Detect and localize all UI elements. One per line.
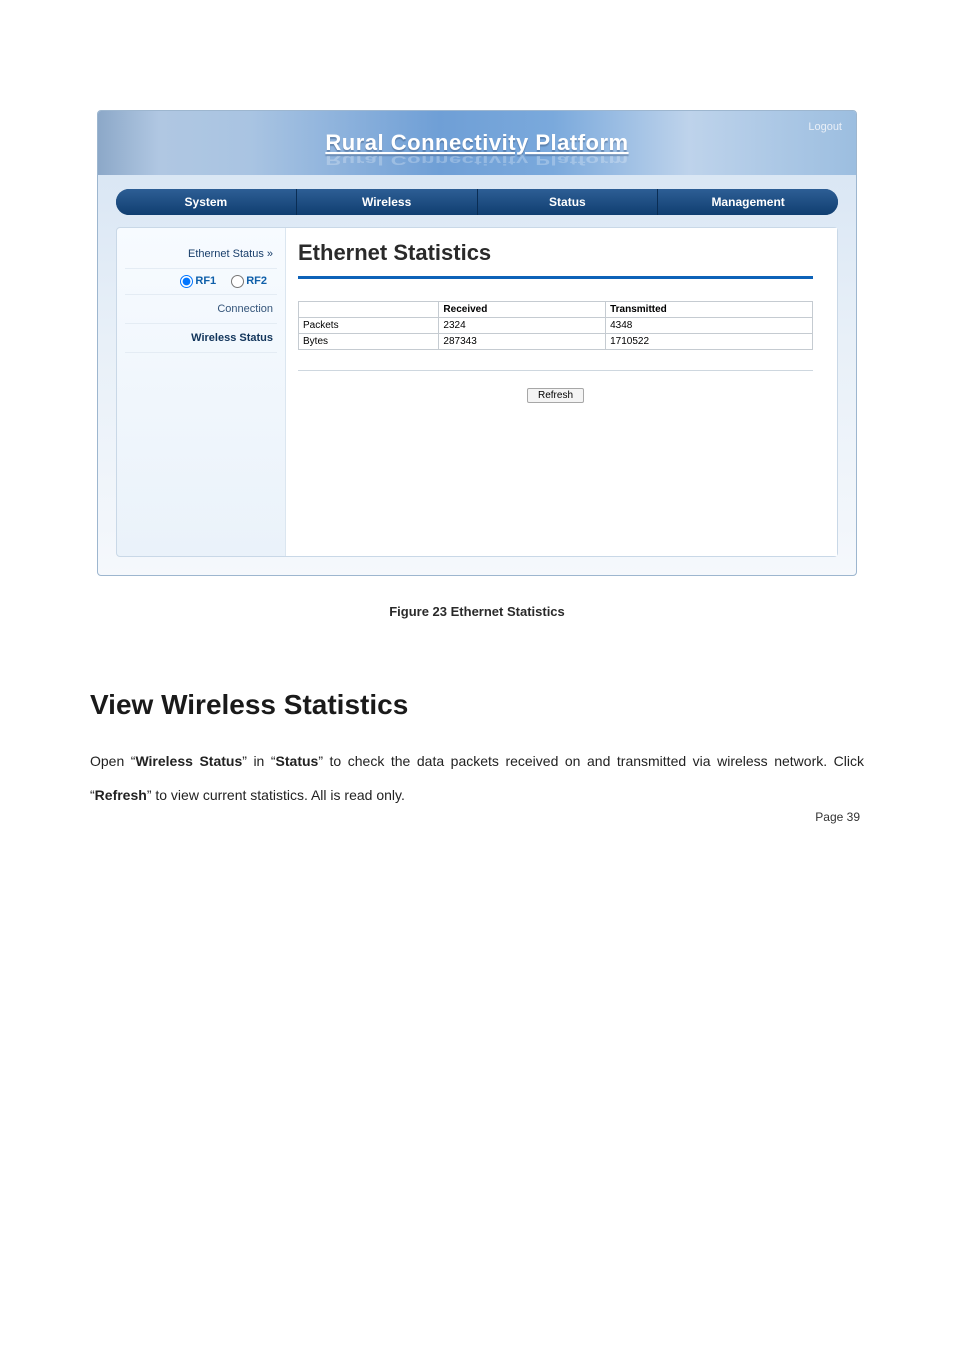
sidebar-rf-group: RF1 RF2 xyxy=(125,269,277,295)
rf1-radio[interactable] xyxy=(180,275,193,288)
body-text: Open “ xyxy=(90,753,135,769)
body-text: ” in “ xyxy=(242,753,275,769)
table-header-row: Received Transmitted xyxy=(299,302,813,318)
body-bold-status: Status xyxy=(276,753,319,769)
rf2-label: RF2 xyxy=(246,275,267,287)
sidebar-item-wireless-status[interactable]: Wireless Status xyxy=(125,324,277,353)
col-received: Received xyxy=(439,302,606,318)
row-received: 2324 xyxy=(439,318,606,334)
row-label: Bytes xyxy=(299,334,439,350)
sidebar: Ethernet Status » RF1 RF2 Connection Wir… xyxy=(117,228,285,556)
page-heading: Ethernet Statistics xyxy=(298,240,813,279)
page-number: Page 39 xyxy=(815,810,860,824)
section-heading: View Wireless Statistics xyxy=(90,689,864,721)
logout-link[interactable]: Logout xyxy=(808,121,842,133)
sidebar-item-ethernet-status[interactable]: Ethernet Status » xyxy=(125,240,277,269)
col-transmitted: Transmitted xyxy=(606,302,813,318)
body-text: ” to view current statistics. All is rea… xyxy=(147,787,405,803)
main-nav: System Wireless Status Management xyxy=(116,189,838,215)
app-title-reflection: Rural Connectivity Platform xyxy=(325,152,628,168)
row-label: Packets xyxy=(299,318,439,334)
table-row: Bytes 287343 1710522 xyxy=(299,334,813,350)
row-transmitted: 1710522 xyxy=(606,334,813,350)
row-transmitted: 4348 xyxy=(606,318,813,334)
body-paragraph: Open “Wireless Status” in “Status” to ch… xyxy=(90,745,864,812)
table-row: Packets 2324 4348 xyxy=(299,318,813,334)
body-bold-refresh: Refresh xyxy=(95,787,147,803)
content-area: Ethernet Status » RF1 RF2 Connection Wir… xyxy=(116,227,838,557)
refresh-area: Refresh xyxy=(298,370,813,403)
stats-table: Received Transmitted Packets 2324 4348 B… xyxy=(298,301,813,350)
nav-tab-management[interactable]: Management xyxy=(658,189,838,215)
nav-tab-wireless[interactable]: Wireless xyxy=(297,189,478,215)
sidebar-item-connection[interactable]: Connection xyxy=(125,295,277,324)
body-bold-wireless-status: Wireless Status xyxy=(135,753,242,769)
col-blank xyxy=(299,302,439,318)
rf1-label: RF1 xyxy=(195,275,216,287)
figure-caption: Figure 23 Ethernet Statistics xyxy=(90,604,864,619)
row-received: 287343 xyxy=(439,334,606,350)
nav-tab-status[interactable]: Status xyxy=(478,189,659,215)
screenshot-panel: Rural Connectivity Platform Rural Connec… xyxy=(97,110,857,576)
main-panel: Ethernet Statistics Received Transmitted… xyxy=(285,228,837,556)
nav-tab-system[interactable]: System xyxy=(116,189,297,215)
refresh-button[interactable]: Refresh xyxy=(527,388,584,403)
app-header: Rural Connectivity Platform Rural Connec… xyxy=(98,111,856,175)
rf2-radio[interactable] xyxy=(231,275,244,288)
